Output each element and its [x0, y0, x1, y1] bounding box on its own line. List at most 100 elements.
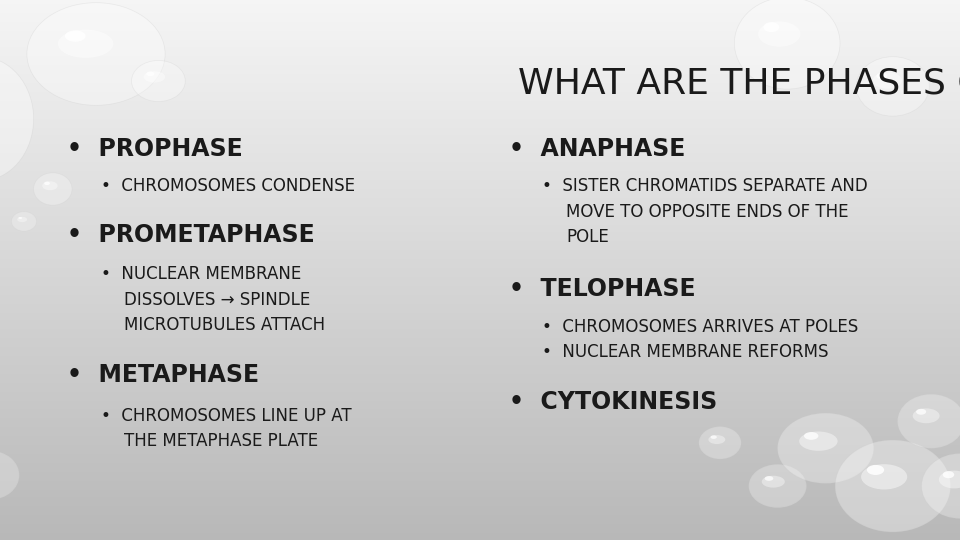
Bar [0, 400, 960, 401]
Text: MICROTUBULES ATTACH: MICROTUBULES ATTACH [125, 316, 325, 334]
Bar [0, 4, 960, 5]
Bar [0, 315, 960, 317]
Bar [0, 85, 960, 86]
Ellipse shape [804, 432, 818, 440]
Bar [0, 390, 960, 393]
Bar [0, 7, 960, 9]
Ellipse shape [0, 451, 19, 500]
Bar [0, 212, 960, 214]
Bar [0, 340, 960, 342]
Bar [0, 93, 960, 96]
Text: DISSOLVES → SPINDLE: DISSOLVES → SPINDLE [125, 291, 311, 309]
Bar [0, 293, 960, 295]
Bar [0, 173, 960, 174]
Bar [0, 227, 960, 228]
Bar [0, 101, 960, 103]
Text: •  METAPHASE: • METAPHASE [67, 363, 259, 387]
Bar [0, 441, 960, 443]
Ellipse shape [27, 3, 165, 105]
Bar [0, 196, 960, 198]
Bar [0, 193, 960, 194]
Bar [0, 297, 960, 299]
Bar [0, 194, 960, 196]
Bar [0, 374, 960, 376]
Bar [0, 9, 960, 11]
Bar [0, 27, 960, 29]
Bar [0, 394, 960, 396]
Bar [0, 209, 960, 211]
Text: •  CHROMOSOMES LINE UP AT: • CHROMOSOMES LINE UP AT [101, 407, 351, 425]
Bar [0, 450, 960, 452]
Ellipse shape [708, 435, 726, 444]
Bar [0, 42, 960, 43]
Ellipse shape [0, 57, 34, 181]
Bar [0, 436, 960, 437]
Bar [0, 79, 960, 81]
Bar [0, 342, 960, 344]
Bar [0, 302, 960, 304]
Bar [0, 259, 960, 261]
Bar [0, 142, 960, 144]
Bar [0, 263, 960, 265]
Bar [0, 50, 960, 52]
Bar [0, 266, 960, 268]
Bar [0, 231, 960, 232]
Bar [0, 292, 960, 293]
Bar [0, 270, 960, 272]
Bar [0, 234, 960, 236]
Bar [0, 113, 960, 115]
Bar [0, 272, 960, 274]
Bar [0, 223, 960, 225]
Bar [0, 356, 960, 358]
Bar [0, 335, 960, 336]
Bar [0, 387, 960, 389]
Bar [0, 363, 960, 366]
Bar [0, 281, 960, 282]
Bar [0, 396, 960, 398]
Bar [0, 490, 960, 491]
Bar [0, 535, 960, 536]
Bar [0, 182, 960, 184]
Bar [0, 428, 960, 430]
Bar [0, 58, 960, 59]
Bar [0, 243, 960, 245]
Ellipse shape [898, 394, 960, 448]
Bar [0, 362, 960, 363]
Bar [0, 112, 960, 113]
Bar [0, 108, 960, 110]
Bar [0, 110, 960, 112]
Bar [0, 371, 960, 373]
Bar [0, 304, 960, 306]
Bar [0, 81, 960, 83]
Ellipse shape [762, 476, 785, 488]
Bar [0, 279, 960, 281]
Bar [0, 320, 960, 322]
Ellipse shape [778, 413, 874, 483]
Bar [0, 72, 960, 74]
Bar [0, 481, 960, 482]
Ellipse shape [764, 476, 774, 481]
Bar [0, 531, 960, 533]
Bar [0, 528, 960, 529]
Bar [0, 326, 960, 328]
Bar [0, 463, 960, 464]
Ellipse shape [17, 217, 27, 222]
Bar [0, 245, 960, 247]
Bar [0, 339, 960, 340]
Bar [0, 524, 960, 525]
Ellipse shape [710, 435, 717, 439]
Text: WHAT ARE THE PHASES OF MITOSIS?: WHAT ARE THE PHASES OF MITOSIS? [518, 67, 960, 100]
Bar [0, 207, 960, 209]
Bar [0, 301, 960, 302]
Bar [0, 274, 960, 275]
Bar [0, 29, 960, 31]
Bar [0, 299, 960, 301]
Bar [0, 412, 960, 414]
Ellipse shape [18, 217, 22, 219]
Bar [0, 169, 960, 171]
Bar [0, 261, 960, 263]
Bar [0, 205, 960, 207]
Bar [0, 385, 960, 387]
Bar [0, 288, 960, 290]
Bar [0, 474, 960, 475]
